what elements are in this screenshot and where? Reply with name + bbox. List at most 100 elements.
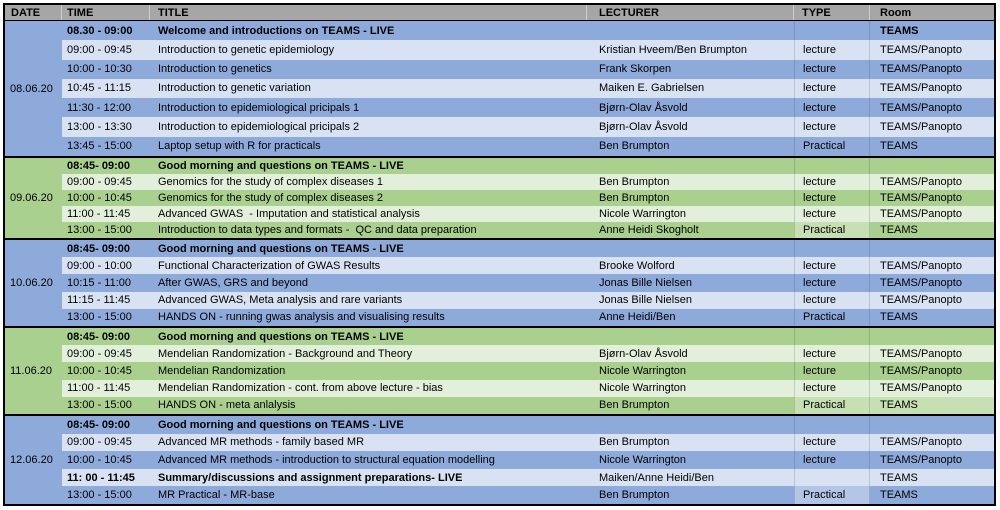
type-cell: Practical bbox=[794, 308, 870, 327]
room-cell: TEAMS bbox=[880, 489, 918, 502]
lecturer-cell: Frank Skorpen bbox=[599, 63, 672, 76]
type-cell: Practical bbox=[794, 396, 870, 415]
schedule-row: 11:15 - 11:45 Advanced GWAS, Meta analys… bbox=[62, 291, 994, 309]
day-rows: 08.30 - 09:00 Welcome and introductions … bbox=[62, 21, 994, 156]
type-cell: lecture bbox=[794, 117, 870, 137]
type-cell: lecture bbox=[794, 257, 870, 275]
title-cell: Advanced GWAS - Imputation and statistic… bbox=[158, 208, 420, 220]
type-cell bbox=[794, 328, 870, 346]
time-cell: 13:00 - 13:30 bbox=[67, 121, 132, 134]
schedule-row: 09:00 - 09:45 Advanced MR methods - fami… bbox=[62, 433, 994, 452]
day-block: 09.06.20 08:45- 09:00 Good morning and q… bbox=[5, 156, 994, 238]
room-cell: TEAMS/Panopto bbox=[880, 43, 962, 56]
table-header-row: DATE TIME TITLE LECTURER TYPE Room bbox=[5, 5, 994, 21]
date-cell: 12.06.20 bbox=[5, 416, 62, 504]
title-cell: HANDS ON - meta anlalysis bbox=[158, 399, 296, 412]
room-cell bbox=[870, 328, 994, 345]
type-cell: lecture bbox=[794, 206, 870, 222]
schedule-row: 10:00 - 10:45 Advanced MR methods - intr… bbox=[62, 451, 994, 469]
time-cell: 10:00 - 10:45 bbox=[67, 365, 132, 377]
room-cell bbox=[870, 416, 994, 434]
lecturer-cell bbox=[587, 416, 794, 434]
time-cell: 10:00 - 10:45 bbox=[67, 453, 132, 466]
room-cell: TEAMS/Panopto bbox=[880, 82, 962, 95]
title-cell: Mendelian Randomization - cont. from abo… bbox=[158, 382, 443, 395]
room-cell: TEAMS bbox=[880, 24, 919, 37]
lecturer-cell: Anne Heidi Skogholt bbox=[599, 224, 699, 236]
time-cell: 09:00 - 09:45 bbox=[67, 347, 132, 360]
day-rows: 08:45- 09:00 Good morning and questions … bbox=[62, 240, 994, 327]
room-cell bbox=[870, 240, 994, 257]
date-cell: 10.06.20 bbox=[5, 240, 62, 326]
type-cell bbox=[794, 158, 870, 174]
type-cell: Practical bbox=[794, 222, 870, 238]
schedule-row: 09:00 - 09:45 Mendelian Randomization - … bbox=[62, 345, 994, 363]
type-cell: lecture bbox=[794, 291, 870, 309]
room-cell: TEAMS bbox=[880, 224, 918, 236]
room-cell: TEAMS/Panopto bbox=[880, 294, 962, 307]
room-cell: TEAMS/Panopto bbox=[880, 347, 962, 360]
room-cell: TEAMS/Panopto bbox=[880, 208, 962, 220]
time-cell: 11:30 - 12:00 bbox=[67, 101, 132, 114]
schedule-row: 11: 00 - 11:45 Summary/discussions and a… bbox=[62, 468, 994, 487]
lecturer-cell: Maiken/Anne Heidi/Ben bbox=[599, 471, 714, 484]
time-cell: 09:00 - 09:45 bbox=[67, 436, 132, 449]
title-cell: Genomics for the study of complex diseas… bbox=[158, 192, 383, 204]
room-cell bbox=[870, 158, 994, 174]
schedule-row: 09:00 - 09:45 Introduction to genetic ep… bbox=[62, 40, 994, 60]
time-cell: 09:00 - 09:45 bbox=[67, 43, 132, 56]
column-header-title: TITLE bbox=[150, 5, 587, 20]
room-cell: TEAMS/Panopto bbox=[880, 382, 962, 395]
schedule-row: 10:00 - 10:45 Mendelian Randomization Ni… bbox=[62, 362, 994, 380]
title-cell: Introduction to epidemiological pricipal… bbox=[158, 101, 360, 114]
type-cell: lecture bbox=[794, 274, 870, 292]
title-cell: Welcome and introductions on TEAMS - LIV… bbox=[158, 24, 395, 37]
time-cell: 09:00 - 10:00 bbox=[67, 259, 132, 272]
lecturer-cell: Ben Brumpton bbox=[599, 192, 670, 204]
day-block: 11.06.20 08:45- 09:00 Good morning and q… bbox=[5, 326, 994, 415]
type-cell bbox=[794, 240, 870, 258]
lecturer-cell: Ben Brumpton bbox=[599, 140, 670, 153]
type-cell bbox=[794, 416, 870, 434]
room-cell: TEAMS/Panopto bbox=[880, 121, 962, 134]
schedule-row: 11:00 - 11:45 Mendelian Randomization - … bbox=[62, 379, 994, 397]
lecturer-cell: Nicole Warrington bbox=[599, 365, 687, 377]
room-cell: TEAMS/Panopto bbox=[880, 101, 962, 114]
lecturer-cell: Ben Brumpton bbox=[599, 176, 670, 188]
time-cell: 13:00 - 15:00 bbox=[67, 224, 132, 236]
title-cell: Functional Characterization of GWAS Resu… bbox=[158, 259, 381, 272]
room-cell: TEAMS/Panopto bbox=[880, 63, 962, 76]
time-cell: 08.30 - 09:00 bbox=[67, 24, 133, 37]
lecturer-cell: Anne Heidi/Ben bbox=[599, 311, 676, 324]
schedule-row: 13:00 - 15:00 HANDS ON - running gwas an… bbox=[62, 308, 994, 327]
title-cell: Advanced MR methods - introduction to st… bbox=[158, 453, 495, 466]
room-cell: TEAMS/Panopto bbox=[880, 453, 962, 466]
room-cell: TEAMS/Panopto bbox=[880, 436, 962, 449]
lecturer-cell: Ben Brumpton bbox=[599, 489, 670, 502]
day-block: 08.06.20 08.30 - 09:00 Welcome and intro… bbox=[5, 21, 994, 156]
schedule-row: 13:00 - 13:30 Introduction to epidemiolo… bbox=[62, 117, 994, 137]
lecturer-cell: Nicole Warrington bbox=[599, 453, 687, 466]
schedule-row: 13:00 - 15:00 MR Practical - MR-base Ben… bbox=[62, 486, 994, 504]
type-cell: Practical bbox=[794, 136, 870, 156]
room-cell: TEAMS bbox=[870, 396, 994, 415]
column-header-room: Room bbox=[880, 6, 912, 19]
course-schedule-table: DATE TIME TITLE LECTURER TYPE Room 08.06.20 0… bbox=[3, 3, 996, 506]
type-cell: lecture bbox=[794, 78, 870, 99]
lecturer-cell: Ben Brumpton bbox=[599, 399, 670, 412]
type-cell: lecture bbox=[794, 98, 870, 118]
type-cell: lecture bbox=[794, 345, 870, 363]
time-cell: 10:15 - 11:00 bbox=[67, 277, 132, 289]
lecturer-cell: Nicole Warrington bbox=[599, 382, 687, 395]
title-cell: Good morning and questions on TEAMS - LI… bbox=[158, 160, 404, 172]
lecturer-cell: Brooke Wolford bbox=[599, 259, 675, 272]
room-cell: TEAMS/Panopto bbox=[880, 365, 962, 377]
schedule-row: 11:00 - 11:45 Advanced GWAS - Imputation… bbox=[62, 206, 994, 222]
type-cell: lecture bbox=[794, 40, 870, 60]
type-cell bbox=[794, 468, 870, 487]
column-header-time: TIME bbox=[62, 5, 150, 20]
time-cell: 10:00 - 10:30 bbox=[67, 63, 132, 76]
title-cell: Genomics for the study of complex diseas… bbox=[158, 176, 383, 188]
title-cell: Mendelian Randomization bbox=[158, 365, 286, 377]
lecturer-cell bbox=[587, 158, 794, 174]
